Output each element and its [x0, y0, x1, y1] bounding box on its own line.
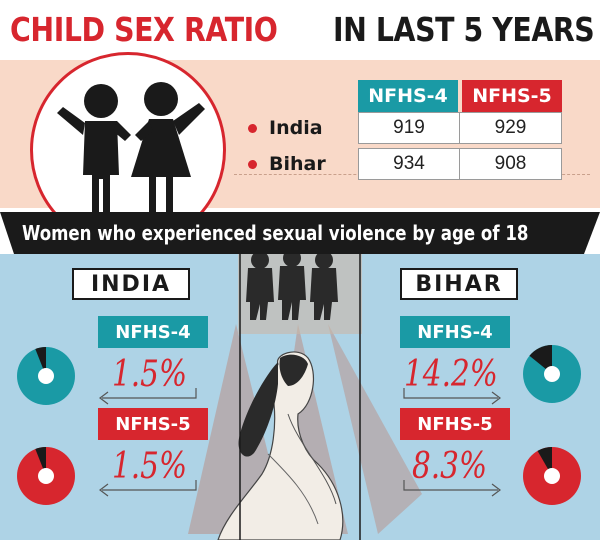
- bihar-nfhs5-tag: NFHS-5: [400, 408, 510, 440]
- india-nfhs5-tag: NFHS-5: [98, 408, 208, 440]
- banner-text: Women who experienced sexual violence by…: [22, 221, 529, 245]
- bullet-icon: [248, 159, 257, 169]
- table-cell: 934: [358, 148, 460, 180]
- india-nfhs5-value: 1.5%: [112, 446, 188, 487]
- pie-center-hole: [544, 468, 560, 484]
- table-cell: 929: [459, 112, 562, 144]
- title-part-2: IN LAST 5 YEARS: [333, 9, 595, 49]
- connector: [403, 480, 501, 497]
- connector: [403, 388, 501, 405]
- bihar-label: BIHAR: [400, 268, 518, 300]
- bihar-nfhs4-tag: NFHS-4: [400, 316, 510, 348]
- row-label-india: India: [248, 112, 323, 144]
- page-title: CHILD SEX RATIO IN LAST 5 YEARS: [0, 0, 600, 58]
- title-part-1: CHILD SEX RATIO: [10, 9, 278, 49]
- illustration: [188, 254, 422, 540]
- row-label-text: India: [269, 117, 323, 139]
- bullet-icon: [248, 123, 257, 133]
- india-nfhs5-pie: [17, 447, 75, 505]
- india-label: INDIA: [72, 268, 190, 300]
- bihar-nfhs5-value: 8.3%: [412, 446, 488, 487]
- india-nfhs4-value: 1.5%: [112, 354, 188, 395]
- india-nfhs4-tag: NFHS-4: [98, 316, 208, 348]
- row-label-text: Bihar: [269, 153, 326, 175]
- row-label-bihar: Bihar: [248, 148, 326, 180]
- bihar-nfhs4-value: 14.2%: [404, 354, 498, 395]
- connector: [99, 480, 197, 497]
- bihar-nfhs5-pie: [523, 447, 581, 505]
- table-cell: 919: [358, 112, 460, 144]
- connector: [99, 388, 197, 405]
- violence-panel: INDIA NFHS-4 1.5% NFHS-5 1.5% BIHAR NFHS…: [0, 254, 600, 540]
- table-cell: 908: [459, 148, 562, 180]
- table-header-nfhs4: NFHS-4: [358, 80, 458, 112]
- table-header-nfhs5: NFHS-5: [462, 80, 562, 112]
- bihar-nfhs4-pie: [523, 345, 581, 403]
- pie-center-hole: [38, 468, 54, 484]
- india-nfhs4-pie: [17, 347, 75, 405]
- pie-value-slice: [529, 345, 552, 374]
- pie-center-hole: [38, 368, 54, 384]
- section-banner: Women who experienced sexual violence by…: [0, 212, 600, 254]
- pie-center-hole: [544, 366, 560, 382]
- pie-value-slice: [537, 447, 552, 476]
